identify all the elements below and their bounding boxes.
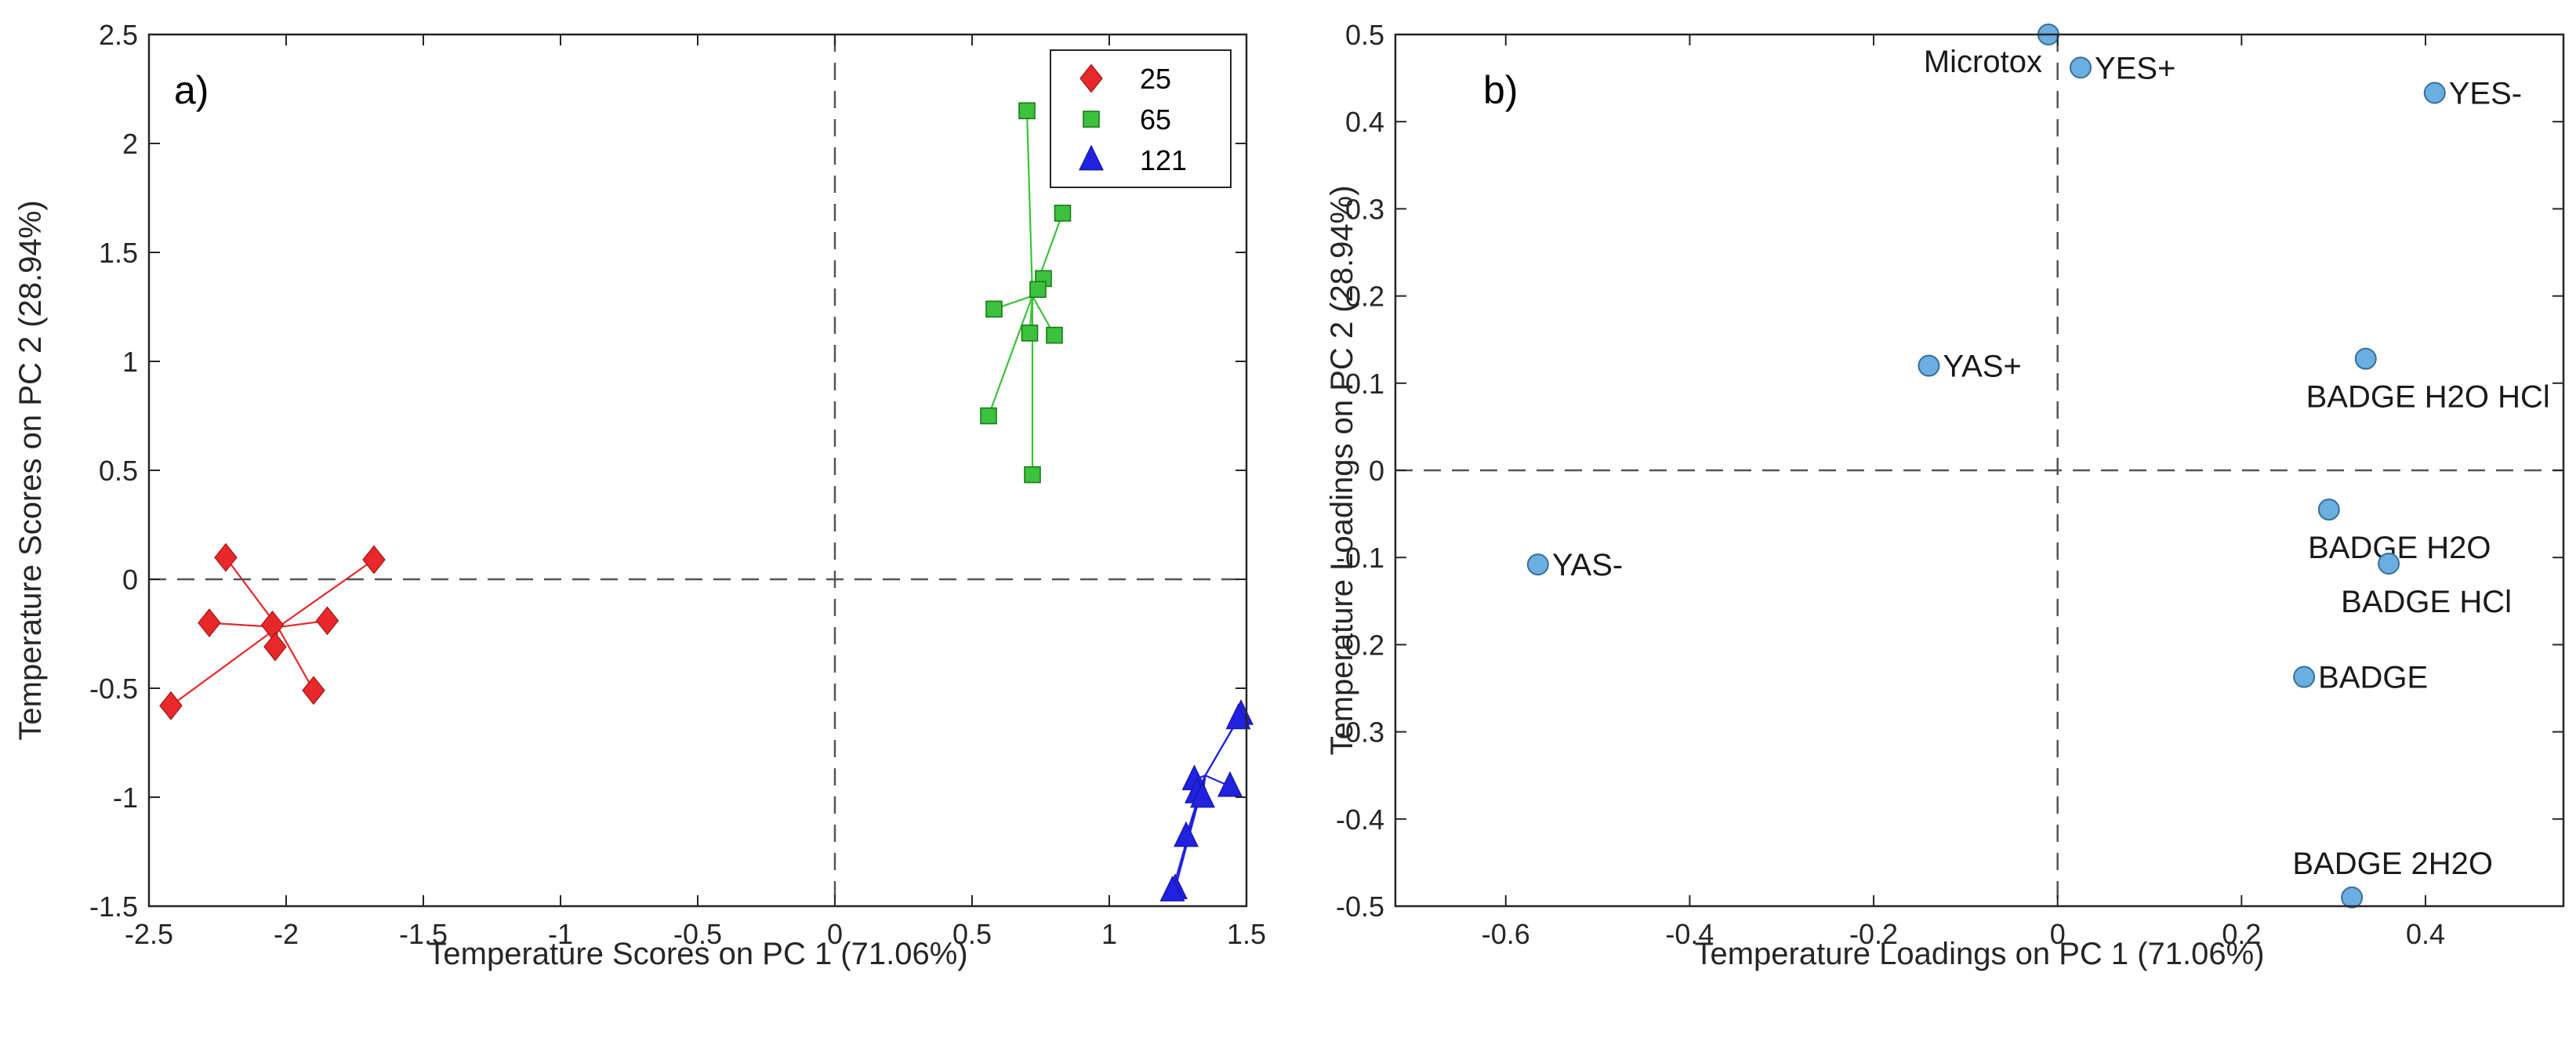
- y-tick-label: 0.2: [1345, 281, 1384, 313]
- loading-point: [2341, 886, 2364, 909]
- legend-marker-121: [1079, 144, 1104, 171]
- series-65-point: [1018, 102, 1036, 120]
- series-65-point: [1046, 326, 1063, 344]
- y-tick-label: -0.3: [1336, 716, 1384, 749]
- series-121-point: [1174, 821, 1199, 847]
- series-65-point: [1054, 205, 1072, 222]
- legend-box: [1050, 49, 1232, 188]
- loading-point: [2378, 552, 2400, 575]
- series-25-point: [362, 545, 386, 575]
- loading-point: [2070, 56, 2092, 79]
- x-tick-label: -1.5: [399, 918, 448, 950]
- y-tick-label: 0: [1369, 455, 1384, 487]
- x-tick-label: -0.6: [1482, 918, 1530, 950]
- series-121-point: [1217, 771, 1243, 797]
- y-tick-label: -0.1: [1336, 542, 1384, 574]
- y-tick-label: -1: [113, 782, 138, 814]
- series-65-spoke: [987, 296, 1034, 416]
- series-25-point: [302, 676, 325, 705]
- x-tick-label: -2: [274, 918, 299, 950]
- series-121-point: [1159, 876, 1185, 901]
- series-121-point: [1190, 782, 1215, 808]
- x-tick-label: 1.5: [1227, 918, 1266, 950]
- y-tick-label: -0.5: [89, 673, 138, 705]
- loading-point-label: Microtox: [1924, 45, 2042, 79]
- series-121-point: [1225, 703, 1251, 730]
- y-tick-label: 0: [122, 564, 138, 596]
- series-25-spoke: [277, 626, 314, 691]
- loading-point-label: BADGE H2O: [2308, 531, 2491, 565]
- loading-point-label: BADGE: [2318, 661, 2428, 695]
- y-tick-label: -0.5: [1336, 890, 1384, 923]
- y-tick-label: 0.3: [1345, 193, 1384, 225]
- chart-a: -2.5 -2 -1.5 -1 -0.5 0 0.5 1 1.5 -1.5 -1 -0.5 0 0.5 1 1…: [13, 19, 1266, 971]
- y-tick-label: -0.4: [1336, 803, 1384, 836]
- loading-point: [2293, 666, 2316, 688]
- legend-marker-65: [1083, 111, 1100, 128]
- y-tick-label: -0.2: [1336, 629, 1384, 661]
- series-65-point: [1029, 281, 1047, 299]
- chart-b-panel-label: b): [1483, 68, 1518, 112]
- chart-a-panel-label: a): [174, 68, 209, 112]
- chart-a-legend: 25 65 121: [1050, 49, 1232, 188]
- loading-point: [2317, 499, 2340, 521]
- x-tick-label: 0.5: [952, 918, 992, 950]
- x-tick-label: 0: [2050, 918, 2066, 950]
- loading-point-label: YAS-: [1552, 548, 1623, 582]
- y-tick-label: 2: [122, 128, 138, 160]
- loading-point-label: YES-: [2449, 77, 2522, 111]
- chart-b: Microtox YES+ YES- YAS+ BADGE H2O HCl YAS- BAD…: [1325, 19, 2565, 971]
- loading-point: [2354, 347, 2377, 370]
- legend-label-25: 25: [1140, 63, 1171, 95]
- series-65-point: [1021, 325, 1039, 342]
- y-tick-label: 1: [122, 346, 138, 378]
- loading-point-label: BADGE H2O HCl: [2306, 380, 2550, 415]
- chart-a-xlabel: Temperature Scores on PC 1 (71.06%): [427, 937, 967, 971]
- loading-point-label: BADGE HCl: [2341, 585, 2512, 619]
- x-tick-label: -0.2: [1849, 918, 1898, 950]
- series-25-spoke: [170, 626, 279, 707]
- series-25-point: [263, 632, 287, 662]
- loading-point-label: YES+: [2095, 51, 2175, 85]
- loading-point: [2423, 82, 2446, 104]
- x-tick-label: -0.5: [673, 918, 722, 950]
- x-tick-label: 1: [1101, 918, 1117, 950]
- chart-a-ylabel: Temperature Scores on PC 2 (28.94%): [13, 200, 48, 740]
- series-65-spoke: [1025, 111, 1034, 296]
- x-tick-label: 0.2: [2222, 918, 2261, 950]
- series-65-point: [980, 407, 997, 425]
- loading-point-label: YAS+: [1943, 350, 2021, 384]
- x-tick-label: 0.4: [2406, 918, 2445, 950]
- y-tick-label: 0.5: [99, 455, 138, 487]
- y-tick-label: 0.5: [1345, 19, 1384, 51]
- y-tick-label: 0.4: [1345, 106, 1384, 138]
- legend-label-65: 65: [1140, 103, 1171, 136]
- loading-point-label: BADGE 2H2O: [2292, 847, 2493, 881]
- x-tick-label: -2.5: [125, 918, 173, 950]
- x-tick-label: -0.4: [1665, 918, 1714, 950]
- legend-marker-25: [1079, 63, 1103, 93]
- y-tick-label: 2.5: [99, 19, 138, 51]
- legend-label-121: 121: [1140, 144, 1187, 176]
- series-25-point: [198, 608, 221, 638]
- series-65-point: [1024, 466, 1041, 484]
- series-65-point: [985, 300, 1003, 318]
- y-tick-label: -1.5: [89, 890, 138, 923]
- x-tick-label: 0: [827, 918, 843, 950]
- series-25-point: [159, 691, 183, 720]
- series-25-point: [214, 542, 238, 572]
- y-tick-label: 0.1: [1345, 368, 1384, 400]
- series-25-spoke: [277, 559, 375, 629]
- loading-point: [1526, 553, 1549, 576]
- loading-point: [1917, 354, 1940, 377]
- chart-b-xlabel: Temperature Loadings on PC 1 (71.06%): [1694, 937, 2264, 971]
- series-25-point: [315, 606, 339, 636]
- x-tick-label: -1: [548, 918, 573, 950]
- chart-b-ylabel: Temperature Loadings on PC 2 (28.94%): [1325, 185, 1359, 755]
- y-tick-label: 1.5: [99, 237, 138, 269]
